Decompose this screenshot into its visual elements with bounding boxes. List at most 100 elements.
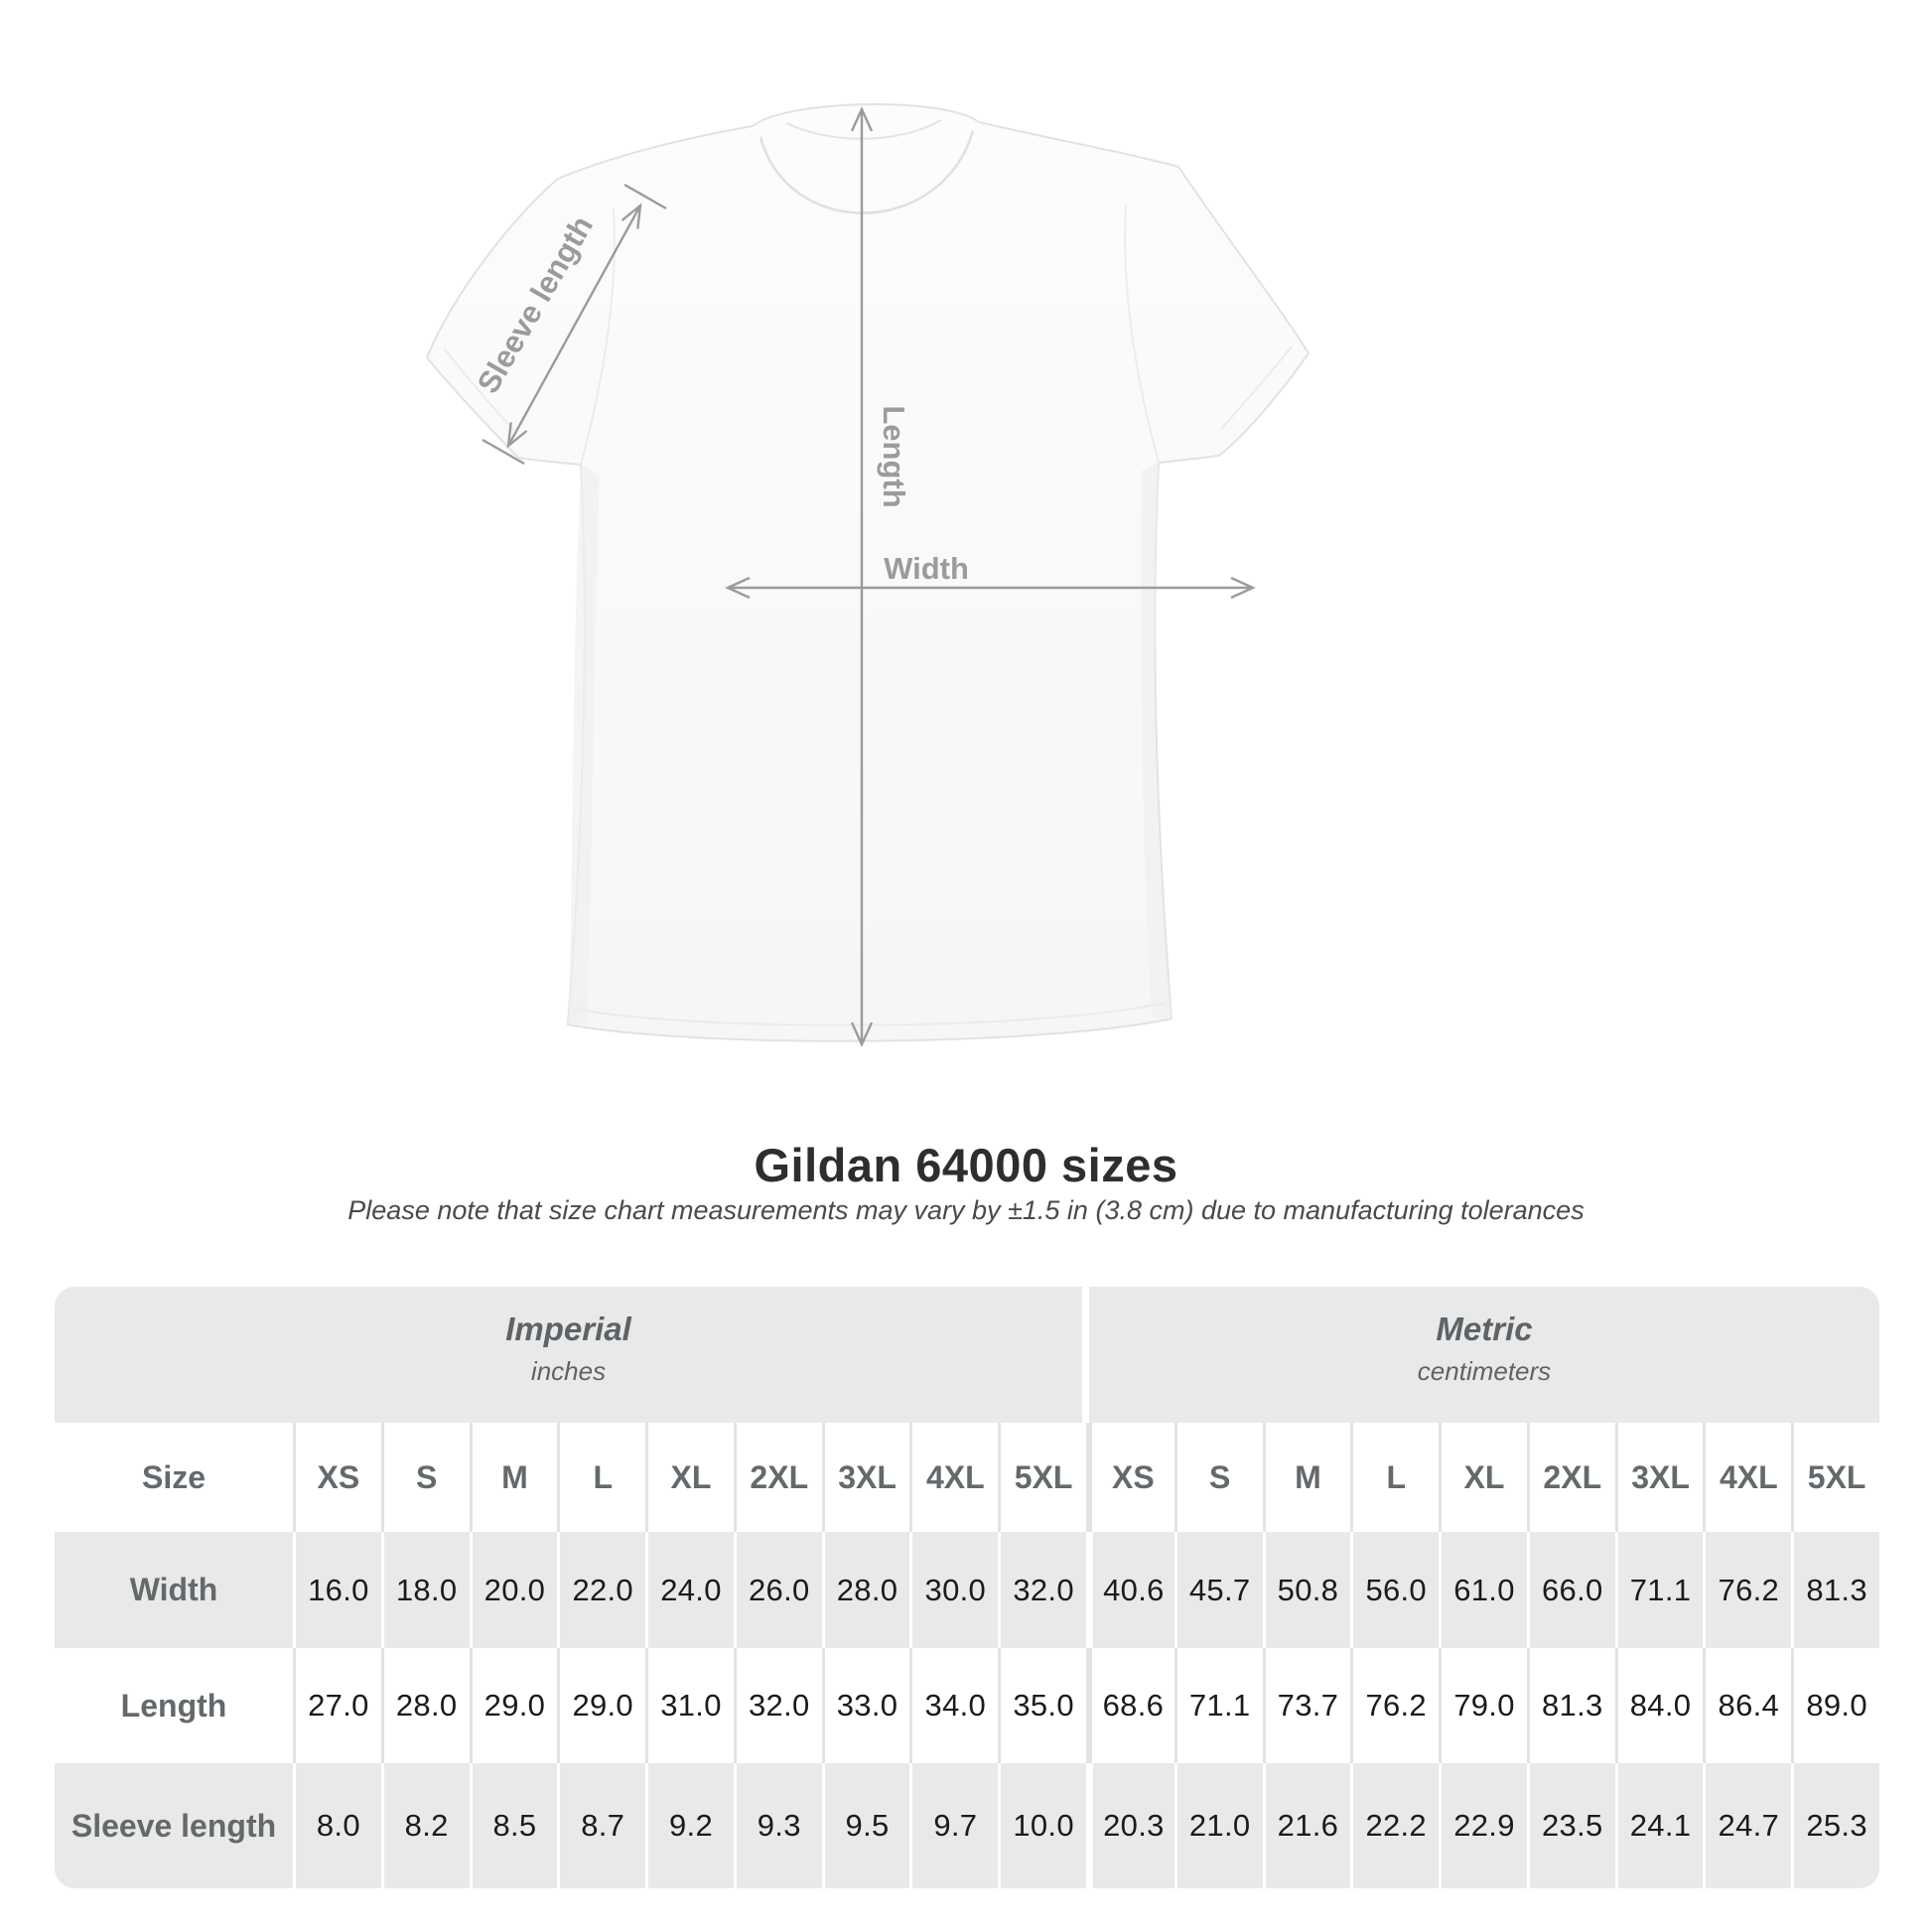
size-header-cell: L [1350, 1423, 1440, 1532]
right-side-shade [1141, 463, 1172, 1019]
value-cell: 45.7 [1173, 1532, 1263, 1648]
sleeve-length-dimension-arrow [482, 183, 667, 466]
left-sleeve-seam [580, 207, 616, 466]
metric-label: Metric [1436, 1311, 1533, 1347]
value-cell: 35.0 [998, 1648, 1086, 1763]
size-table: Imperial inches Metric centimeters Size X… [55, 1287, 1879, 1888]
value-cell: 22.2 [1350, 1763, 1440, 1888]
value-cell: 23.5 [1526, 1763, 1615, 1888]
value-cell: 21.0 [1173, 1763, 1263, 1888]
metric-unit: centimeters [1417, 1356, 1552, 1386]
imperial-group-header: Imperial inches [55, 1287, 1082, 1423]
value-cell: 24.0 [645, 1532, 734, 1648]
width-label: Width [884, 551, 969, 586]
left-sleeve-hem-stitch [443, 347, 515, 432]
value-cell: 40.6 [1086, 1532, 1174, 1648]
size-header-cell: 4XL [909, 1423, 999, 1532]
value-cell: 68.6 [1086, 1648, 1174, 1763]
value-cell: 50.8 [1262, 1532, 1351, 1648]
value-cell: 18.0 [380, 1532, 470, 1648]
tshirt-illustration [425, 103, 1311, 1042]
size-header-cell: 3XL [821, 1423, 910, 1532]
size-header-cell: 3XL [1614, 1423, 1704, 1532]
value-cell: 9.5 [821, 1763, 910, 1888]
value-cell: 10.0 [998, 1763, 1086, 1888]
metric-group-header: Metric centimeters [1089, 1287, 1879, 1423]
tshirt-figure-svg: Sleeve length Length Width [425, 103, 1311, 1047]
value-cell: 8.2 [380, 1763, 470, 1888]
size-header-cell: 4XL [1703, 1423, 1792, 1532]
collar-front-seam [759, 130, 975, 214]
value-cell: 81.3 [1791, 1532, 1879, 1648]
value-cell: 76.2 [1703, 1532, 1792, 1648]
size-header-cell: L [557, 1423, 646, 1532]
row-label: Length [55, 1648, 293, 1763]
size-header-cell: 2XL [733, 1423, 822, 1532]
value-cell: 22.0 [557, 1532, 646, 1648]
value-cell: 89.0 [1791, 1648, 1879, 1763]
value-cell: 22.9 [1439, 1763, 1527, 1888]
value-cell: 28.0 [380, 1648, 470, 1763]
value-cell: 16.0 [293, 1532, 381, 1648]
width-dimension-arrow [725, 576, 1256, 600]
value-cell: 20.0 [469, 1532, 558, 1648]
value-cell: 30.0 [909, 1532, 999, 1648]
size-header-cell: 5XL [998, 1423, 1086, 1532]
size-header-cell: M [1262, 1423, 1351, 1532]
size-header-cell: S [380, 1423, 470, 1532]
value-cell: 8.5 [469, 1763, 558, 1888]
value-cell: 25.3 [1791, 1763, 1879, 1888]
right-sleeve-hem-stitch [1220, 345, 1293, 430]
size-header-cell: XS [1086, 1423, 1174, 1532]
value-cell: 24.7 [1703, 1763, 1792, 1888]
row-label: Sleeve length [55, 1763, 293, 1888]
value-cell: 27.0 [293, 1648, 381, 1763]
value-cell: 8.0 [293, 1763, 381, 1888]
length-label: Length [877, 405, 911, 507]
value-cell: 81.3 [1526, 1648, 1615, 1763]
value-cell: 9.3 [733, 1763, 822, 1888]
size-header-cell: 5XL [1791, 1423, 1879, 1532]
size-header-cell: XL [1439, 1423, 1527, 1532]
value-cell: 29.0 [557, 1648, 646, 1763]
value-cell: 84.0 [1614, 1648, 1704, 1763]
value-cell: 34.0 [909, 1648, 999, 1763]
value-cell: 86.4 [1703, 1648, 1792, 1763]
imperial-unit: inches [530, 1356, 607, 1386]
value-cell: 29.0 [469, 1648, 558, 1763]
value-cell: 66.0 [1526, 1532, 1615, 1648]
value-cell: 73.7 [1262, 1648, 1351, 1763]
row-label: Width [55, 1532, 293, 1648]
value-cell: 31.0 [645, 1648, 734, 1763]
imperial-label: Imperial [505, 1311, 631, 1347]
size-header-cell: M [469, 1423, 558, 1532]
page-title: Gildan 64000 sizes [754, 1139, 1178, 1191]
value-cell: 9.7 [909, 1763, 999, 1888]
value-cell: 8.7 [557, 1763, 646, 1888]
value-cell: 21.6 [1262, 1763, 1351, 1888]
size-header-cell: XL [645, 1423, 734, 1532]
tshirt-measurement-figure: Sleeve length Length Width [425, 103, 1311, 1047]
left-side-shade [568, 465, 600, 1025]
value-cell: 32.0 [998, 1532, 1086, 1648]
value-cell: 76.2 [1350, 1648, 1440, 1763]
collar-back-seam [785, 119, 942, 140]
right-sleeve-seam [1124, 205, 1160, 464]
value-cell: 32.0 [733, 1648, 822, 1763]
value-cell: 71.1 [1173, 1648, 1263, 1763]
tolerance-note: Please note that size chart measurements… [347, 1195, 1585, 1225]
size-header-cell: XS [293, 1423, 381, 1532]
value-cell: 79.0 [1439, 1648, 1527, 1763]
value-cell: 9.2 [645, 1763, 734, 1888]
size-header-cell: 2XL [1526, 1423, 1615, 1532]
value-cell: 61.0 [1439, 1532, 1527, 1648]
value-cell: 26.0 [733, 1532, 822, 1648]
value-cell: 33.0 [821, 1648, 910, 1763]
value-cell: 71.1 [1614, 1532, 1704, 1648]
size-header-cell: S [1173, 1423, 1263, 1532]
length-dimension-arrow [850, 106, 874, 1047]
value-cell: 24.1 [1614, 1763, 1704, 1888]
size-column-header: Size [55, 1423, 293, 1532]
value-cell: 20.3 [1086, 1763, 1174, 1888]
value-cell: 56.0 [1350, 1532, 1440, 1648]
